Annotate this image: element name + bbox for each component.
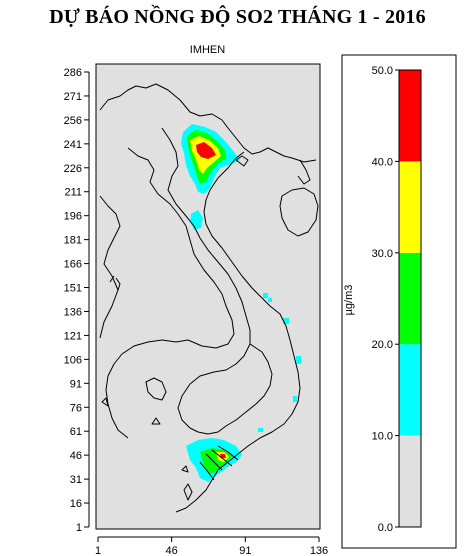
patch-cyan-c2 <box>268 298 272 302</box>
y-tick-label: 166 <box>64 259 82 271</box>
x-axis: 1 46 91 136 <box>95 536 328 556</box>
y-tick-label: 151 <box>64 283 82 295</box>
y-tick-label: 226 <box>64 163 82 175</box>
country-boundaries <box>99 83 319 513</box>
y-tick-label: 31 <box>70 474 82 486</box>
y-tick-label: 16 <box>70 498 82 510</box>
patch-cyan-c4 <box>296 356 301 364</box>
legend-swatch <box>399 435 421 527</box>
y-tick-label: 286 <box>64 67 82 79</box>
legend-tick-label: 30.0 <box>372 248 393 260</box>
y-tick-label: 256 <box>64 115 82 127</box>
y-tick-label: 136 <box>64 306 82 318</box>
x-tick-label: 1 <box>95 545 101 556</box>
patch-cyan-c3 <box>283 318 289 324</box>
legend-box <box>341 54 457 549</box>
legend-swatch <box>399 70 421 162</box>
y-tick-label: 271 <box>64 91 82 103</box>
y-tick-label: 121 <box>64 330 82 342</box>
y-tick-label: 181 <box>64 235 82 247</box>
patch-cyan-c6 <box>258 428 263 432</box>
map-subtitle: IMHEN <box>189 44 226 56</box>
y-tick-label: 211 <box>64 187 82 199</box>
y-tick-label: 91 <box>70 378 82 390</box>
patch-cyan-c5 <box>293 396 297 402</box>
x-tick-label: 46 <box>166 545 178 556</box>
x-tick-label: 91 <box>239 545 251 556</box>
legend-unit-label: µg/m3 <box>343 285 355 316</box>
y-tick-label: 61 <box>70 426 82 438</box>
x-tick-label: 136 <box>310 545 328 556</box>
patch-cyan-c1 <box>263 293 268 298</box>
legend-tick-label: 40.0 <box>372 156 393 168</box>
legend-tick-label: 0.0 <box>378 522 393 534</box>
concentration-layer <box>181 124 301 482</box>
map-title: DỰ BÁO NỒNG ĐỘ SO2 THÁNG 1 - 2016 <box>49 6 426 28</box>
y-tick-label: 241 <box>64 139 82 151</box>
legend-swatch <box>399 344 421 436</box>
legend-swatch <box>399 252 421 345</box>
y-tick-label: 196 <box>64 211 82 223</box>
y-axis: 286 271 256 241 226 211 196 181 166 151 136 121 106 9… <box>64 67 90 534</box>
legend-tick-label: 10.0 <box>372 431 393 443</box>
legend-bar-outline <box>398 69 422 528</box>
y-tick-label: 76 <box>70 402 82 414</box>
legend-tick-label: 50.0 <box>372 65 393 77</box>
legend-swatch <box>399 161 421 253</box>
y-tick-label: 1 <box>76 522 82 534</box>
y-tick-label: 46 <box>70 450 82 462</box>
legend-ticks: 0.0 10.0 20.0 30.0 40.0 50.0 <box>372 65 399 534</box>
legend-tick-label: 20.0 <box>372 339 393 351</box>
y-tick-label: 106 <box>64 354 82 366</box>
patch-red-north <box>196 142 216 159</box>
legend-colorbar <box>398 69 422 528</box>
